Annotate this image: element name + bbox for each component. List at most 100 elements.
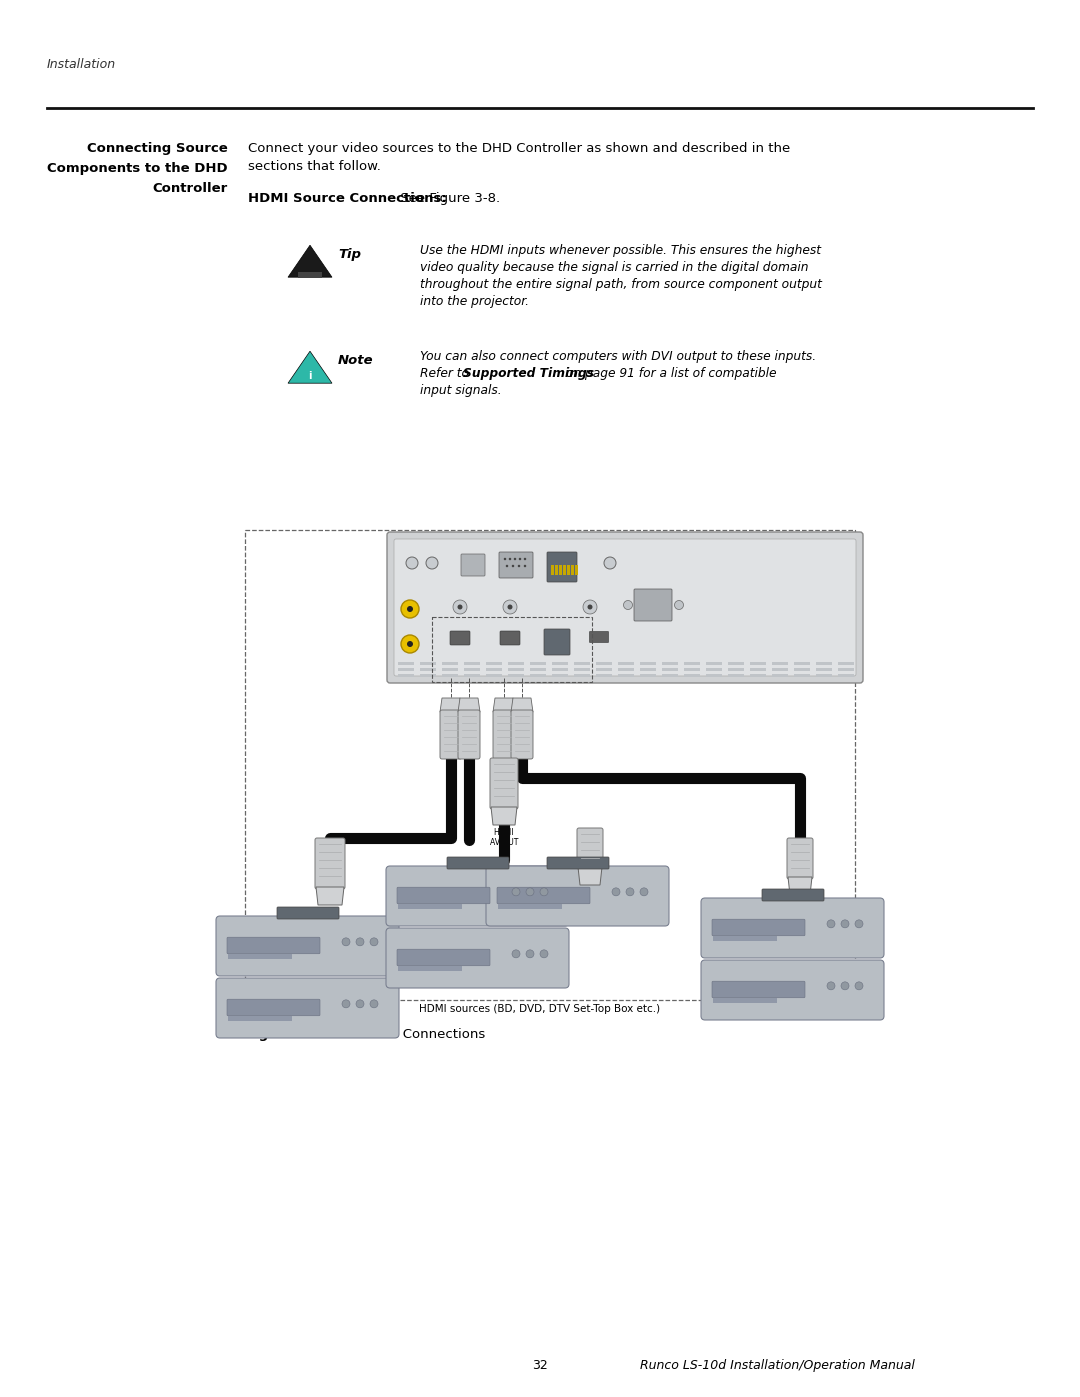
- Text: HDMI
AV OUT: HDMI AV OUT: [315, 908, 345, 928]
- FancyBboxPatch shape: [486, 668, 502, 671]
- Text: Controller: Controller: [152, 182, 228, 196]
- Ellipse shape: [512, 888, 519, 895]
- Text: Connect your video sources to the DHD Controller as shown and described in the: Connect your video sources to the DHD Co…: [248, 142, 791, 155]
- FancyBboxPatch shape: [706, 673, 723, 678]
- Text: HDMI
AV OUT: HDMI AV OUT: [786, 898, 814, 918]
- Ellipse shape: [540, 888, 548, 895]
- FancyBboxPatch shape: [399, 904, 462, 909]
- Text: Tip: Tip: [338, 249, 361, 261]
- Text: Connecting Source: Connecting Source: [87, 142, 228, 155]
- FancyBboxPatch shape: [394, 539, 856, 676]
- FancyBboxPatch shape: [499, 552, 534, 578]
- Ellipse shape: [342, 1000, 350, 1007]
- Text: To Accessory Box: To Accessory Box: [492, 577, 540, 583]
- Text: Ethernet: Ethernet: [548, 624, 566, 629]
- FancyBboxPatch shape: [563, 564, 566, 576]
- FancyBboxPatch shape: [838, 668, 854, 671]
- FancyBboxPatch shape: [750, 673, 766, 678]
- FancyBboxPatch shape: [712, 919, 805, 936]
- FancyBboxPatch shape: [530, 673, 546, 678]
- FancyBboxPatch shape: [618, 668, 634, 671]
- Text: HDMI Out
Audio Only: HDMI Out Audio Only: [588, 619, 611, 629]
- FancyBboxPatch shape: [684, 662, 700, 665]
- Text: into the projector.: into the projector.: [420, 295, 529, 307]
- Text: Video 5: Video 5: [401, 623, 419, 629]
- FancyBboxPatch shape: [838, 662, 854, 665]
- FancyBboxPatch shape: [447, 856, 509, 869]
- FancyBboxPatch shape: [486, 866, 669, 926]
- Ellipse shape: [518, 557, 522, 560]
- FancyBboxPatch shape: [497, 887, 590, 904]
- FancyBboxPatch shape: [552, 662, 568, 665]
- FancyBboxPatch shape: [276, 907, 339, 919]
- Ellipse shape: [640, 888, 648, 895]
- FancyBboxPatch shape: [596, 673, 612, 678]
- FancyBboxPatch shape: [575, 564, 578, 576]
- Polygon shape: [492, 698, 515, 712]
- FancyBboxPatch shape: [227, 937, 320, 954]
- FancyBboxPatch shape: [640, 662, 656, 665]
- Text: See Figure 3-8.: See Figure 3-8.: [395, 191, 500, 205]
- FancyBboxPatch shape: [787, 838, 813, 879]
- FancyBboxPatch shape: [618, 673, 634, 678]
- FancyBboxPatch shape: [573, 662, 590, 665]
- FancyBboxPatch shape: [750, 662, 766, 665]
- Ellipse shape: [509, 557, 511, 560]
- FancyBboxPatch shape: [816, 662, 832, 665]
- FancyBboxPatch shape: [399, 673, 414, 678]
- FancyBboxPatch shape: [544, 629, 570, 655]
- FancyBboxPatch shape: [420, 662, 436, 665]
- Polygon shape: [511, 698, 534, 712]
- FancyBboxPatch shape: [216, 978, 399, 1038]
- FancyBboxPatch shape: [228, 1016, 292, 1021]
- FancyBboxPatch shape: [464, 662, 480, 665]
- Ellipse shape: [505, 564, 509, 567]
- Text: HDMI 4: HDMI 4: [501, 623, 518, 629]
- Ellipse shape: [526, 950, 534, 958]
- Ellipse shape: [626, 888, 634, 895]
- Ellipse shape: [604, 557, 616, 569]
- FancyBboxPatch shape: [508, 668, 524, 671]
- Ellipse shape: [623, 601, 633, 609]
- FancyBboxPatch shape: [701, 960, 885, 1020]
- Text: HDMI 2: HDMI 2: [451, 623, 469, 629]
- Ellipse shape: [841, 919, 849, 928]
- FancyBboxPatch shape: [442, 673, 458, 678]
- FancyBboxPatch shape: [492, 710, 515, 759]
- FancyBboxPatch shape: [555, 564, 557, 576]
- FancyBboxPatch shape: [442, 668, 458, 671]
- FancyBboxPatch shape: [728, 673, 744, 678]
- FancyBboxPatch shape: [442, 662, 458, 665]
- Text: Runco LS-10d Installation/Operation Manual: Runco LS-10d Installation/Operation Manu…: [640, 1359, 915, 1372]
- FancyBboxPatch shape: [486, 673, 502, 678]
- Ellipse shape: [512, 564, 514, 567]
- FancyBboxPatch shape: [662, 668, 678, 671]
- FancyBboxPatch shape: [490, 759, 518, 809]
- Ellipse shape: [524, 564, 526, 567]
- FancyBboxPatch shape: [546, 552, 577, 583]
- FancyBboxPatch shape: [386, 928, 569, 988]
- FancyBboxPatch shape: [838, 673, 854, 678]
- Ellipse shape: [503, 599, 517, 615]
- Text: HDMI
AV OUT: HDMI AV OUT: [576, 893, 604, 911]
- Text: HDMI Out
To Display: HDMI Out To Display: [579, 584, 600, 592]
- Ellipse shape: [512, 950, 519, 958]
- FancyBboxPatch shape: [706, 662, 723, 665]
- Ellipse shape: [458, 605, 462, 609]
- Polygon shape: [288, 351, 332, 383]
- FancyBboxPatch shape: [662, 662, 678, 665]
- Ellipse shape: [827, 919, 835, 928]
- Text: HDMI
AV OUT: HDMI AV OUT: [490, 828, 518, 848]
- FancyBboxPatch shape: [559, 564, 562, 576]
- FancyBboxPatch shape: [728, 662, 744, 665]
- FancyBboxPatch shape: [772, 668, 788, 671]
- FancyBboxPatch shape: [816, 673, 832, 678]
- Text: Figure 3-8.: Figure 3-8.: [245, 1028, 327, 1041]
- Text: 32: 32: [532, 1359, 548, 1372]
- FancyBboxPatch shape: [551, 564, 554, 576]
- Text: HDMI sources (BD, DVD, DTV Set-Top Box etc.): HDMI sources (BD, DVD, DTV Set-Top Box e…: [419, 1004, 661, 1014]
- FancyBboxPatch shape: [684, 668, 700, 671]
- Text: i: i: [308, 372, 312, 381]
- Text: Use the HDMI inputs whenever possible. This ensures the highest: Use the HDMI inputs whenever possible. T…: [420, 244, 821, 257]
- FancyBboxPatch shape: [662, 673, 678, 678]
